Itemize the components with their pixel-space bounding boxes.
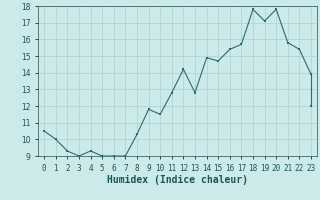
X-axis label: Humidex (Indice chaleur): Humidex (Indice chaleur)	[107, 175, 248, 185]
